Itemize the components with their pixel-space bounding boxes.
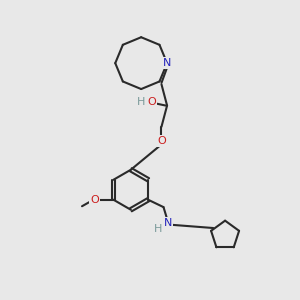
Text: O: O — [147, 97, 156, 107]
Text: H: H — [137, 97, 146, 107]
Text: O: O — [90, 195, 99, 205]
Text: N: N — [164, 218, 172, 228]
Text: N: N — [163, 58, 171, 68]
Text: O: O — [157, 136, 166, 146]
Text: H: H — [154, 224, 163, 234]
